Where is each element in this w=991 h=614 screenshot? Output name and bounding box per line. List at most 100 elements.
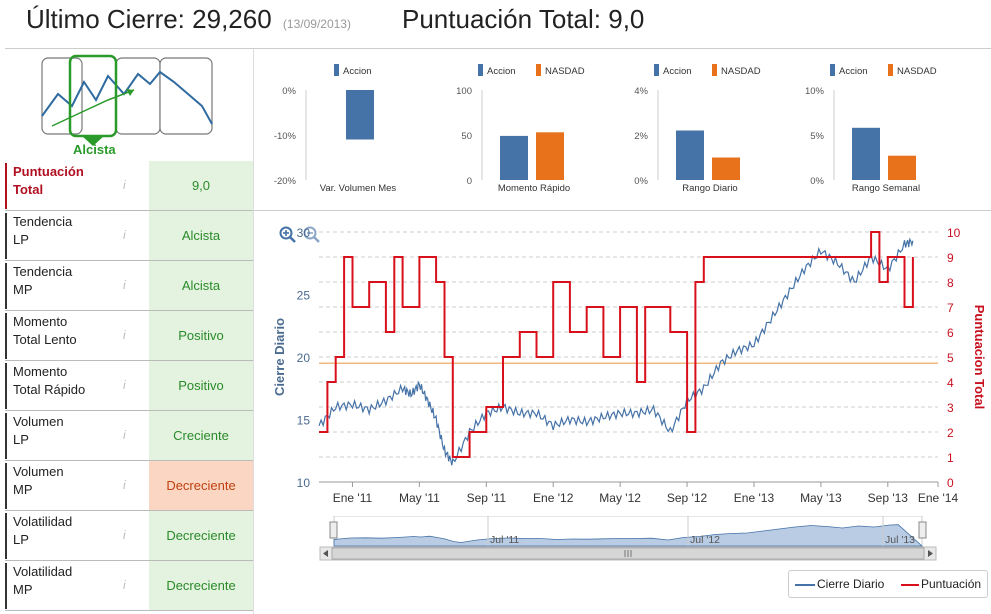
row-label-1: Volatilidad [13, 514, 73, 529]
row-label: Volumen LP [5, 413, 120, 459]
bar [676, 130, 704, 180]
tick-label: 0% [810, 176, 824, 187]
row-value: Positivo [149, 311, 253, 360]
legend-label: Accion [487, 66, 516, 77]
row-label-2: Total Rápido [13, 382, 86, 397]
tick-label: 0% [634, 176, 648, 187]
chart-legend[interactable]: Cierre Diario Puntuación [788, 570, 988, 598]
y2-axis-label: Puntuacion Total [972, 305, 987, 409]
score-row: Tendencia LP i Alcista [5, 211, 253, 261]
legend-close-swatch [795, 584, 815, 586]
bar [346, 90, 374, 140]
arrow-head [126, 89, 134, 96]
row-label-1: Volatilidad [13, 564, 73, 579]
nav-handle-right [918, 521, 927, 539]
bar [712, 157, 740, 180]
info-icon[interactable]: i [123, 378, 126, 392]
row-label: Volatilidad LP [5, 513, 120, 559]
tick-label: -10% [274, 131, 297, 142]
info-icon[interactable]: i [123, 178, 126, 192]
navigator[interactable]: Jul '11 Jul '12 Jul '13 [318, 516, 938, 561]
chart-title: Var. Volumen Mes [320, 183, 397, 194]
legend-label: NASDAD [545, 66, 585, 77]
score-row: Volumen LP i Creciente [5, 411, 253, 461]
row-label-1: Puntuación [13, 164, 84, 179]
row-label: Puntuación Total [5, 163, 120, 209]
row-value: Decreciente [149, 561, 253, 610]
zoom-out-handle [313, 236, 320, 243]
row-label: Volumen MP [5, 463, 120, 509]
mini-chart: Accion 0% -10% -20% Var. Volumen Mes [274, 64, 397, 194]
row-label: Tendencia LP [5, 213, 120, 259]
row-label-1: Momento [13, 314, 68, 329]
nav-tick: Jul '12 [690, 534, 720, 546]
legend-swatch [888, 64, 893, 76]
legend-label: Accion [343, 66, 372, 77]
info-icon[interactable]: i [123, 278, 126, 292]
last-close-label: Último Cierre: [26, 4, 185, 34]
row-label-1: Tendencia [13, 264, 73, 279]
total-score: Puntuación Total: 9,0 [402, 4, 644, 35]
nav-tick: Jul '11 [490, 534, 519, 546]
score-row: Volatilidad MP i Decreciente [5, 561, 253, 611]
last-close-date: (13/09/2013) [282, 17, 351, 31]
score-table: Puntuación Total i 9,0 Tendencia LP i Alcista Te… [5, 161, 253, 611]
tick-label: 0% [282, 86, 296, 97]
total-score-label: Puntuación Total: [402, 4, 601, 34]
mini-chart: Accion NASDAD 4% 2% 0% Rango Diario [634, 64, 761, 194]
scroll-right-icon [928, 550, 933, 557]
y2-tick: 4 [947, 376, 954, 390]
legend-swatch [536, 64, 541, 76]
up-arrow-icon [51, 89, 135, 127]
tick-label: 4% [634, 86, 648, 97]
x-tick: Ene '14 [918, 491, 959, 505]
x-tick: May '11 [399, 491, 440, 505]
y-tick: 15 [297, 414, 311, 428]
row-label-2: Total [13, 182, 44, 197]
row-value: 9,0 [149, 161, 253, 210]
divider [254, 210, 991, 211]
info-icon[interactable]: i [123, 328, 126, 342]
info-icon[interactable]: i [123, 528, 126, 542]
x-tick: Ene '12 [533, 491, 574, 505]
last-close-value: 29,260 [192, 4, 272, 34]
y2-tick: 0 [947, 476, 954, 490]
row-label-2: MP [13, 582, 33, 597]
y2-tick: 1 [947, 451, 954, 465]
score-row: Volatilidad LP i Decreciente [5, 511, 253, 561]
score-row: Volumen MP i Decreciente [5, 461, 253, 511]
info-icon[interactable]: i [123, 478, 126, 492]
y2-tick: 5 [947, 351, 954, 365]
legend-label: NASDAD [721, 66, 761, 77]
row-value: Decreciente [149, 511, 253, 560]
y-tick: 10 [297, 476, 311, 490]
info-icon[interactable]: i [123, 428, 126, 442]
chart-title: Momento Rápido [498, 183, 570, 194]
legend-swatch [654, 64, 659, 76]
x-tick: May '12 [599, 491, 641, 505]
bar [536, 132, 564, 180]
legend-label: NASDAD [897, 66, 937, 77]
zoom-out-icon[interactable] [303, 226, 321, 244]
legend-swatch [478, 64, 483, 76]
chart-title: Rango Semanal [852, 183, 920, 194]
row-value: Creciente [149, 411, 253, 460]
x-tick: Ene '11 [333, 491, 373, 505]
y-tick: 20 [297, 351, 311, 365]
trend-panel-1 [41, 57, 83, 135]
x-tick: Ene '13 [734, 491, 775, 505]
info-icon[interactable]: i [123, 578, 126, 592]
row-value: Decreciente [149, 461, 253, 510]
legend-score[interactable]: Puntuación [921, 577, 982, 591]
row-label-2: MP [13, 282, 33, 297]
divider [253, 49, 254, 614]
row-value: Alcista [149, 211, 253, 260]
legend-close[interactable]: Cierre Diario [817, 577, 885, 591]
trend-panel-4 [159, 57, 213, 135]
info-icon[interactable]: i [123, 228, 126, 242]
trend-widget [41, 54, 213, 146]
row-label: Tendencia MP [5, 263, 120, 309]
y2-tick: 2 [947, 426, 954, 440]
zoom-in-icon[interactable] [279, 226, 297, 244]
legend-swatch [712, 64, 717, 76]
